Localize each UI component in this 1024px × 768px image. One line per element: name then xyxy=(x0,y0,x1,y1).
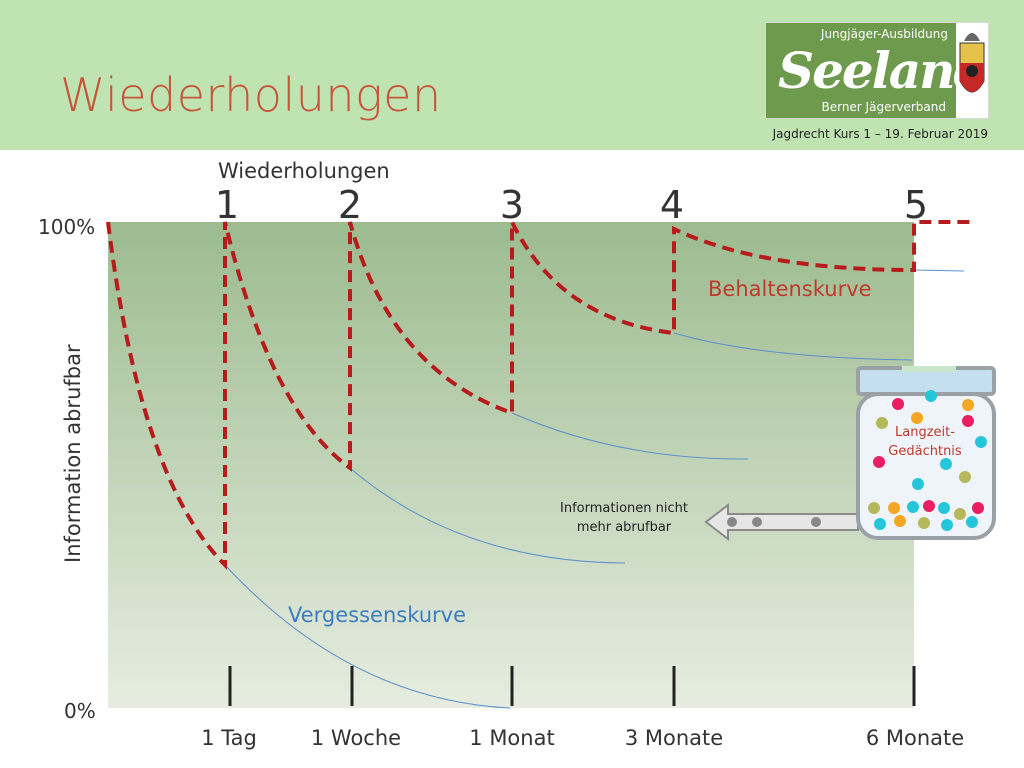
forgetting-curve-4 xyxy=(673,332,913,361)
time-label-4: 3 Monate xyxy=(625,726,723,750)
course-info: Jagdrecht Kurs 1 – 19. Februar 2019 xyxy=(772,127,988,141)
lost-info-dot xyxy=(752,517,762,527)
logo-top-text: Jungjäger-Ausbildung xyxy=(820,27,948,41)
retention-curve xyxy=(106,220,970,570)
time-label-3: 1 Monat xyxy=(469,726,554,750)
jar-label-line2: Gedächtnis xyxy=(888,444,962,459)
repetition-number-5: 5 xyxy=(904,183,928,227)
forgetting-curve-5 xyxy=(913,269,965,272)
repetition-number-3: 3 xyxy=(500,183,524,227)
y-min-label: 0% xyxy=(64,699,96,723)
slide-title: Wiederholungen xyxy=(60,68,442,122)
plot-area xyxy=(108,222,914,708)
time-ticks xyxy=(228,666,916,706)
lost-information-arrow xyxy=(704,502,859,542)
coat-of-arms-icon xyxy=(959,33,985,93)
time-label-5: 6 Monate xyxy=(866,726,964,750)
y-max-label: 100% xyxy=(38,215,95,239)
repetitions-label: Wiederholungen xyxy=(218,159,390,183)
logo: Jungjäger-Ausbildung Seeland Berner Jäge… xyxy=(765,22,989,119)
repetition-number-2: 2 xyxy=(338,183,362,227)
time-label-1: 1 Tag xyxy=(201,726,257,750)
logo-banner: Jungjäger-Ausbildung Seeland Berner Jäge… xyxy=(766,23,988,118)
memory-dots xyxy=(868,390,987,531)
long-term-memory-jar: Langzeit- Gedächtnis xyxy=(856,366,996,540)
jar-lid-band xyxy=(902,366,956,372)
forgetting-curve-2 xyxy=(349,467,626,564)
repetition-number-1: 1 xyxy=(215,183,239,227)
retention-curve-label: Behaltenskurve xyxy=(708,277,872,301)
logo-main-text: Seeland xyxy=(778,41,988,100)
repetition-number-4: 4 xyxy=(660,183,684,227)
jar-label-line1: Langzeit- xyxy=(895,425,955,440)
time-label-2: 1 Woche xyxy=(311,726,401,750)
forgetting-curve-3 xyxy=(511,412,749,460)
lost-info-text-line1: Informationen nicht xyxy=(560,501,688,516)
lost-info-dot xyxy=(727,517,737,527)
lost-info-text-line2: mehr abrufbar xyxy=(577,520,672,535)
logo-sub-text: Berner Jägerverband xyxy=(821,100,946,114)
forgetting-curves xyxy=(224,269,965,709)
forgetting-curve-1 xyxy=(224,564,511,709)
y-axis-label: Information abrufbar xyxy=(61,344,85,563)
lost-info-dot xyxy=(811,517,821,527)
forgetting-curve-label: Vergessenskurve xyxy=(288,603,466,627)
